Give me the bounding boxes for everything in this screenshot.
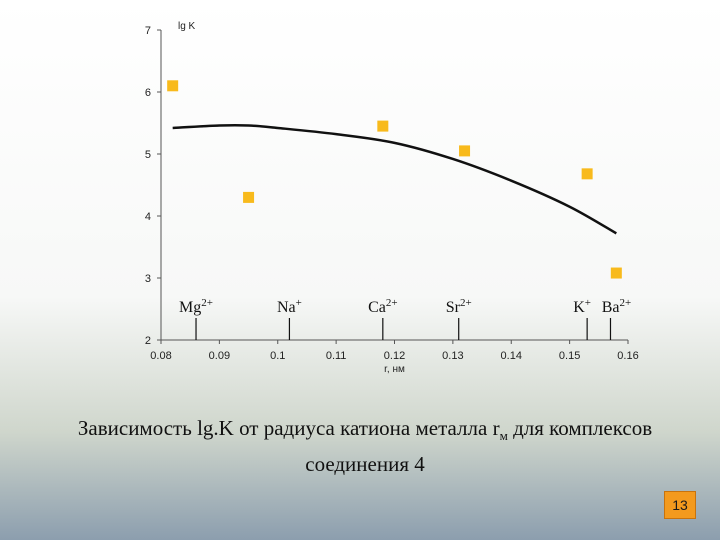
caption-text-1: Зависимость lg.K от радиуса катиона мета…	[77, 416, 500, 440]
figure-caption: Зависимость lg.K от радиуса катиона мета…	[30, 414, 700, 478]
data-point	[581, 168, 593, 180]
data-point	[610, 267, 622, 279]
x-tick-label: 0.1	[270, 350, 285, 362]
data-point	[167, 80, 179, 92]
x-axis-title: r, нм	[384, 364, 405, 375]
x-tick-label: 0.11	[326, 350, 347, 362]
y-tick-label: 5	[145, 149, 151, 161]
y-tick-label: 3	[145, 273, 151, 285]
ion-label-ba: Ba2+	[602, 297, 632, 316]
data-point	[459, 145, 471, 157]
trend-line	[172, 123, 617, 235]
caption-subscript: м	[499, 428, 508, 444]
tick-labels: 2 3 4 5 6 7 lg K 0.08 0.09 0.1 0.11 0.12 0.13 0.14 0.1…	[145, 21, 639, 375]
caption-line-1: Зависимость lg.K от радиуса катиона мета…	[30, 414, 700, 450]
ion-markers: Mg2+ Na+ Ca2+ Sr2+ K+ Ba2+	[179, 297, 631, 340]
ion-label-sr: Sr2+	[446, 297, 472, 316]
x-tick-label: 0.15	[559, 350, 580, 362]
axes	[157, 29, 629, 344]
x-tick-label: 0.12	[384, 350, 405, 362]
page-number-badge: 13	[664, 491, 696, 519]
chart-area: Mg2+ Na+ Ca2+ Sr2+ K+ Ba2+ 2 3 4 5 6 7 lg K 0.08 0.09…	[145, 21, 639, 375]
caption-line-2: соединения 4	[305, 452, 425, 477]
y-tick-label: 2	[145, 335, 151, 347]
y-tick-label: 7	[145, 25, 151, 37]
caption-text-2: для комплексов	[507, 416, 653, 440]
data-point	[377, 120, 389, 132]
ion-label-mg: Mg2+	[179, 297, 213, 316]
y-axis-title: lg K	[178, 21, 196, 32]
ion-label-k: K+	[573, 297, 591, 316]
data-points	[167, 80, 622, 279]
ion-label-ca: Ca2+	[368, 297, 398, 316]
x-tick-label: 0.08	[150, 350, 171, 362]
y-tick-label: 6	[145, 87, 151, 99]
x-tick-label: 0.14	[501, 350, 522, 362]
x-tick-label: 0.16	[617, 350, 638, 362]
data-point	[243, 191, 255, 203]
ion-label-na: Na+	[277, 297, 302, 316]
x-tick-label: 0.09	[209, 350, 230, 362]
x-tick-label: 0.13	[442, 350, 463, 362]
y-tick-label: 4	[145, 211, 151, 223]
